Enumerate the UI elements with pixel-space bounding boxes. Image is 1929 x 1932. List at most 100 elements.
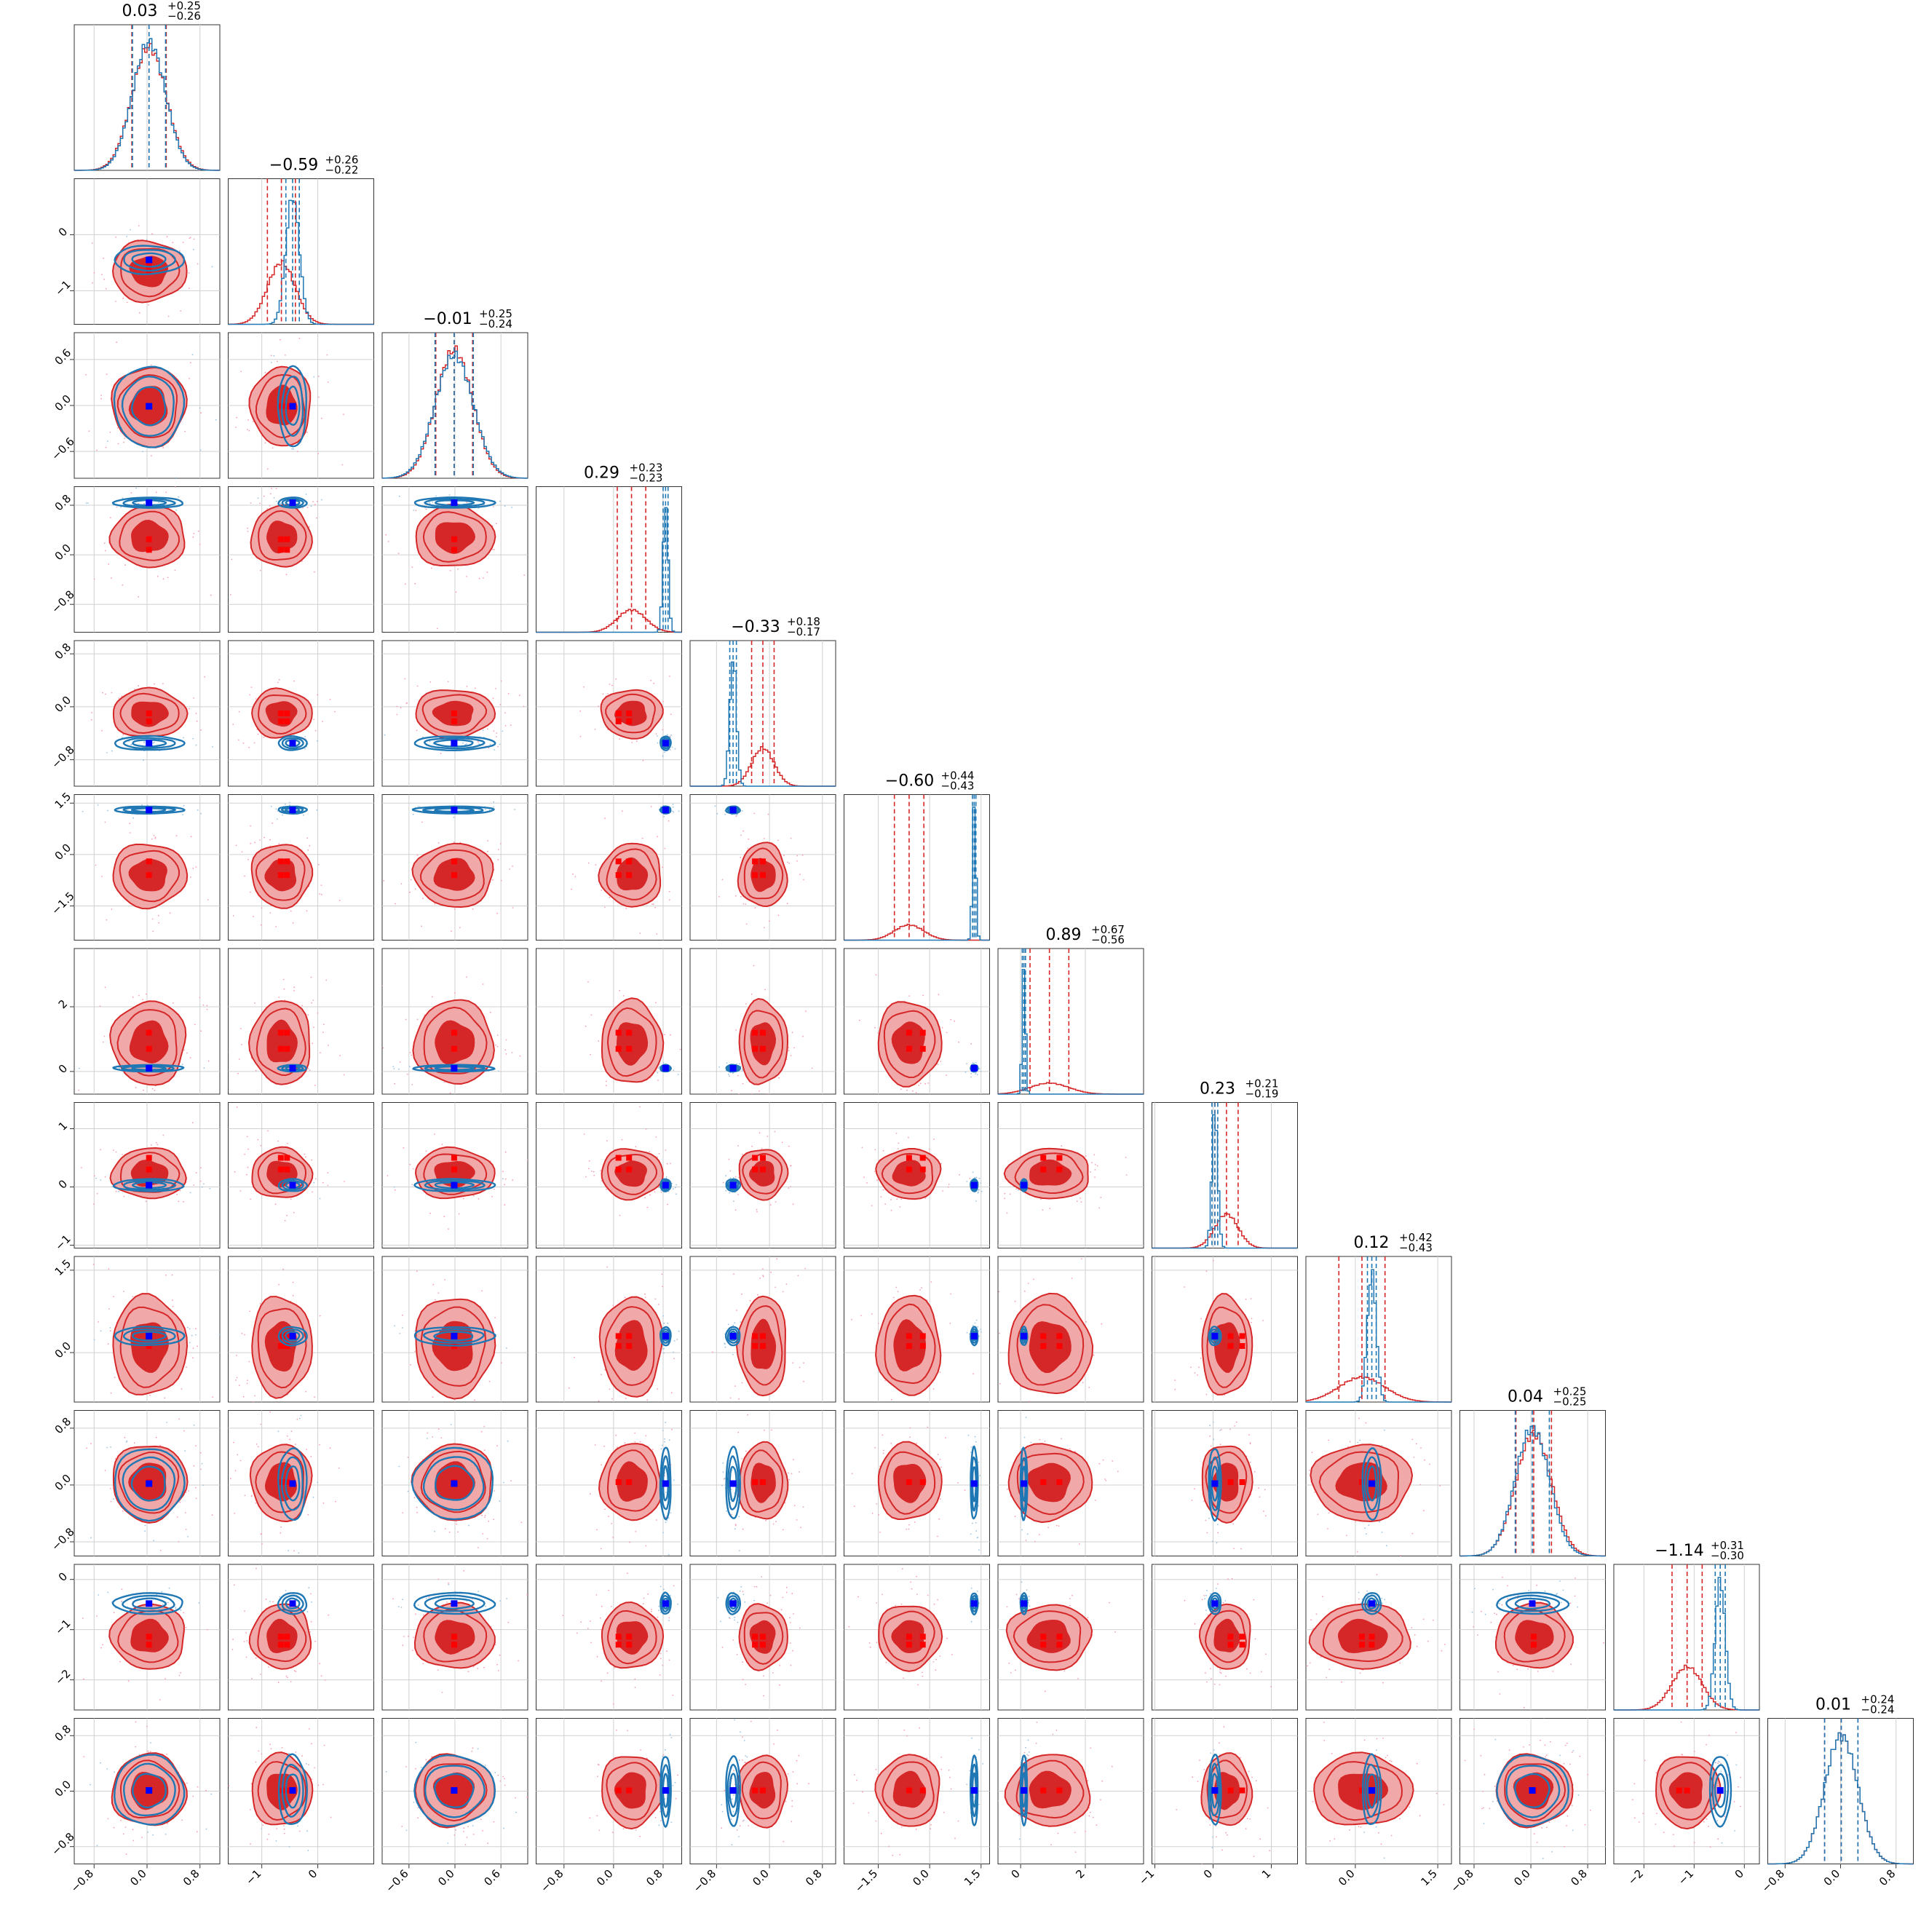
sample-point-red <box>634 1441 635 1443</box>
sample-point-red <box>938 994 940 995</box>
tick-label-y: 0.8 <box>52 641 74 662</box>
sample-point-blue <box>658 1067 659 1069</box>
panel-3-3: 0.29+0.23−0.23 <box>536 462 682 633</box>
sample-point-blue <box>314 376 315 378</box>
sample-point-red <box>898 1148 899 1149</box>
sample-point-red <box>92 242 93 244</box>
sample-point-blue <box>120 507 122 508</box>
sample-point-blue <box>673 804 674 805</box>
panel-title-minus-5: −0.43 <box>941 780 975 793</box>
sample-point-red <box>270 912 272 914</box>
sample-point-red <box>200 1469 202 1470</box>
sample-point-blue <box>659 1066 660 1068</box>
sample-point-red <box>900 1199 902 1200</box>
sample-point-red <box>740 857 741 858</box>
sample-point-red <box>183 1050 185 1051</box>
sample-point-red <box>500 843 502 844</box>
sample-point-red <box>415 888 416 890</box>
sample-point-red <box>130 832 131 834</box>
sample-point-red <box>190 362 191 363</box>
sample-point-red <box>111 1501 112 1503</box>
sample-point-red <box>244 1334 245 1336</box>
sample-point-red <box>456 1521 457 1522</box>
sample-point-blue <box>273 355 274 357</box>
sample-point-blue <box>966 1063 967 1064</box>
sample-point-red <box>404 678 405 680</box>
marker-red <box>284 858 290 864</box>
sample-point-blue <box>716 813 718 815</box>
sample-point-red <box>405 583 406 585</box>
sample-point-blue <box>289 802 290 804</box>
sample-point-red <box>235 1470 237 1471</box>
sample-point-red <box>254 743 256 744</box>
sample-point-red <box>730 1397 732 1398</box>
sample-point-red <box>788 1050 790 1051</box>
sample-point-red <box>149 1395 151 1396</box>
sample-point-red <box>247 528 248 529</box>
sample-point-red <box>323 1024 325 1025</box>
sample-point-red <box>498 849 499 850</box>
sample-point-red <box>185 1512 186 1513</box>
sample-point-red <box>646 1545 647 1547</box>
sample-point-red <box>432 1436 433 1438</box>
marker-blue <box>451 1333 457 1339</box>
sample-point-red <box>181 1388 183 1390</box>
sample-point-red <box>482 1533 483 1535</box>
sample-point-red <box>256 698 257 700</box>
sample-point-red <box>299 338 301 339</box>
marker-blue <box>971 1065 978 1072</box>
sample-point-red <box>655 1002 657 1004</box>
sample-point-red <box>608 1516 609 1517</box>
sample-point-red <box>321 418 322 419</box>
sample-point-red <box>236 417 237 419</box>
sample-point-red <box>454 992 456 994</box>
sample-point-red <box>591 1171 593 1172</box>
sample-point-red <box>444 1082 445 1083</box>
sample-point-blue <box>721 1485 723 1486</box>
sample-point-red <box>646 1436 647 1437</box>
sample-point-red <box>890 1443 892 1444</box>
sample-point-red <box>467 686 468 687</box>
sample-point-blue <box>79 1068 80 1069</box>
sample-point-red <box>1198 1366 1200 1368</box>
sample-point-blue <box>106 752 108 753</box>
sample-point-red <box>101 730 103 732</box>
sample-point-blue <box>418 806 419 807</box>
sample-point-red <box>501 880 502 882</box>
sample-point-red <box>606 1140 608 1141</box>
sample-point-red <box>269 839 271 841</box>
sample-point-red <box>275 1203 277 1205</box>
sample-point-red <box>162 447 164 448</box>
sample-point-red <box>1015 1188 1017 1189</box>
sample-point-red <box>520 1056 521 1057</box>
sample-point-blue <box>673 1480 675 1481</box>
sample-point-blue <box>143 743 145 744</box>
sample-point-blue <box>723 1471 724 1473</box>
sample-point-red <box>496 736 497 737</box>
sample-point-red <box>1090 1171 1091 1173</box>
panel-title-2: −0.01 <box>423 310 472 328</box>
marker-red <box>146 1155 152 1161</box>
sample-point-red <box>251 686 253 688</box>
sample-point-red <box>741 1294 742 1295</box>
panel-9-2 <box>378 1411 537 1556</box>
sample-point-blue <box>739 1063 740 1064</box>
sample-point-red <box>124 564 126 566</box>
sample-point-red <box>764 989 766 991</box>
sample-point-red <box>132 997 134 998</box>
sample-point-blue <box>86 502 87 504</box>
sample-point-red <box>487 728 488 729</box>
sample-point-red <box>783 1291 784 1293</box>
sample-point-red <box>950 1019 951 1021</box>
sample-point-red <box>742 1529 744 1530</box>
sample-point-red <box>508 693 510 694</box>
panel-7-0: −101 <box>52 1103 223 1254</box>
sample-point-red <box>571 889 572 890</box>
sample-point-blue <box>193 249 194 250</box>
sample-point-red <box>615 1435 617 1436</box>
sample-point-blue <box>200 450 202 451</box>
sample-point-red <box>742 1382 743 1384</box>
sample-point-red <box>183 242 184 243</box>
sample-point-red <box>466 576 467 577</box>
sample-point-red <box>437 628 438 630</box>
